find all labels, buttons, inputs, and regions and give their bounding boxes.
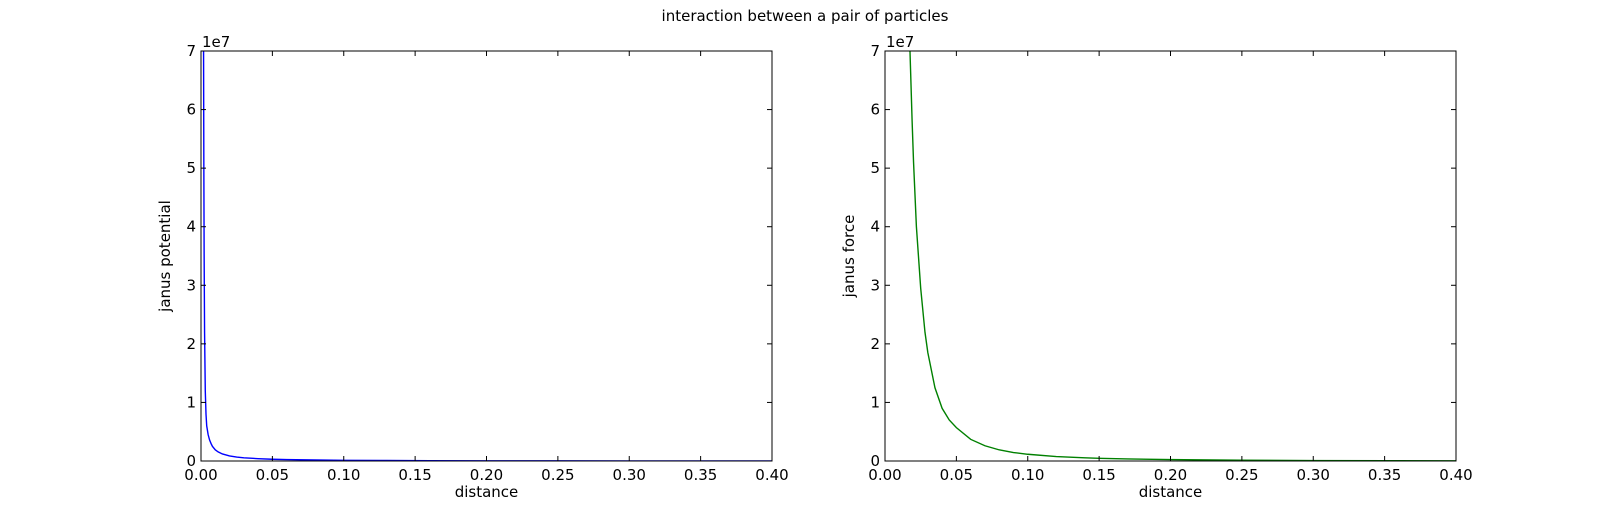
y-tick-label-right-2: 2 [870,335,880,353]
y-tick-label-left-7: 7 [186,42,196,60]
y-axis-label-left: janus potential [156,200,174,313]
x-tick-label-right-6: 0.30 [1297,466,1330,484]
x-tick-label-left-5: 0.25 [541,466,574,484]
x-tick-label-right-3: 0.15 [1082,466,1115,484]
x-tick-label-right-1: 0.05 [940,466,973,484]
y-axis-label-right: janus force [840,215,858,299]
y-tick-label-left-2: 2 [186,335,196,353]
y-tick-label-right-6: 6 [870,101,880,119]
y-tick-label-left-4: 4 [186,218,196,236]
x-tick-label-right-0: 0.00 [868,466,901,484]
x-axis-label-left: distance [455,483,519,501]
x-tick-label-right-8: 0.40 [1439,466,1472,484]
x-tick-label-left-1: 0.05 [256,466,289,484]
x-axis-label-right: distance [1139,483,1203,501]
y-tick-label-left-3: 3 [186,276,196,294]
plot-frame-right [884,50,1457,462]
y-offset-label-right: 1e7 [886,33,914,51]
y-tick-label-right-3: 3 [870,276,880,294]
y-tick-label-right-5: 5 [870,159,880,177]
y-tick-label-right-0: 0 [870,452,880,470]
x-tick-label-left-7: 0.35 [684,466,717,484]
y-tick-label-right-1: 1 [870,393,880,411]
x-tick-label-right-5: 0.25 [1225,466,1258,484]
x-tick-label-left-4: 0.20 [470,466,503,484]
y-tick-label-left-0: 0 [186,452,196,470]
plot-frame-left [200,50,773,462]
y-tick-label-right-7: 7 [870,42,880,60]
x-tick-label-left-6: 0.30 [613,466,646,484]
x-tick-label-right-7: 0.35 [1368,466,1401,484]
y-tick-label-right-4: 4 [870,218,880,236]
x-tick-label-right-4: 0.20 [1154,466,1187,484]
series-line-right-0 [909,51,1456,461]
y-offset-label-left: 1e7 [202,33,230,51]
x-tick-label-left-0: 0.00 [184,466,217,484]
x-tick-label-left-2: 0.10 [327,466,360,484]
y-tick-label-left-6: 6 [186,101,196,119]
x-tick-label-right-2: 0.10 [1011,466,1044,484]
y-tick-label-left-1: 1 [186,393,196,411]
series-line-left-0 [202,51,772,461]
x-tick-label-left-8: 0.40 [755,466,788,484]
figure-title: interaction between a pair of particles [661,7,949,25]
chart-panel-right: 0.00 0.05 0.10 0.15 0.20 0.25 0.30 0.35 0.40 0 1 2 3… [840,33,1473,501]
x-tick-label-left-3: 0.15 [398,466,431,484]
chart-panel-left: 0.00 0.05 0.10 0.15 0.20 0.25 0.30 0.35 0.40 0 1 2 3… [156,33,789,501]
y-tick-label-left-5: 5 [186,159,196,177]
